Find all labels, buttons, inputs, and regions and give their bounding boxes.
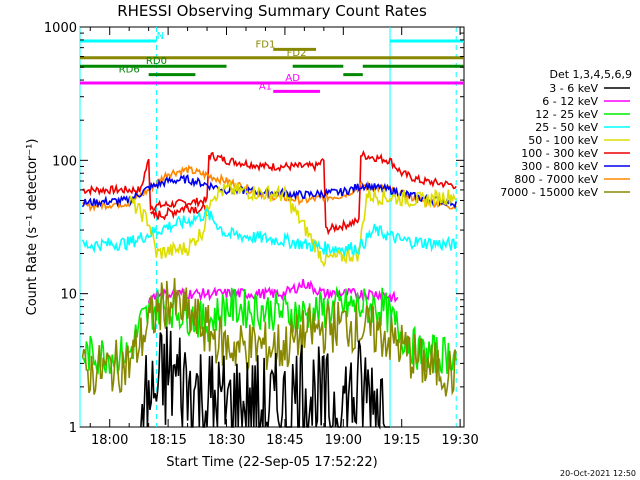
x-tick-label-4: 19:00 — [325, 433, 362, 448]
legend-label-5: 100 - 300 keV — [521, 147, 598, 160]
series-line-25-50-kev — [81, 206, 457, 258]
legend-label-8: 7000 - 15000 keV — [500, 186, 598, 199]
series-line-7000-15000-kev — [81, 278, 457, 397]
series-line-100-300-kev-lower-branch — [149, 203, 208, 221]
x-axis-label: Start Time (22-Sep-05 17:52:22) — [166, 455, 378, 470]
flag-fd1-label: FD1 — [256, 39, 276, 50]
series-line-12-25-kev — [81, 285, 457, 376]
x-tick-label-1: 18:15 — [149, 433, 186, 448]
series-line-50-100-kev — [128, 180, 457, 268]
x-tick-label-0: 18:00 — [91, 433, 128, 448]
y-tick-label-1: 10 — [60, 288, 77, 303]
y-tick-label-3: 1000 — [44, 21, 77, 36]
legend-label-1: 6 - 12 keV — [542, 95, 598, 108]
flag-rd6-label: RD6 — [119, 65, 140, 76]
flag-fd2-label: FD2 — [287, 48, 307, 59]
flag-bars: N FD1 FD2 RD0 RD6 AD A1 — [80, 31, 464, 93]
flag-rd0-label: RD0 — [146, 56, 167, 67]
legend-label-4: 50 - 100 keV — [528, 134, 598, 147]
flag-n-label: N — [157, 31, 164, 42]
legend-label-0: 3 - 6 keV — [549, 82, 598, 95]
x-tick-label-2: 18:30 — [208, 433, 245, 448]
legend-label-3: 25 - 50 keV — [535, 121, 598, 134]
x-tick-label-5: 19:15 — [383, 433, 420, 448]
axes: 1 10 100 1000 18:00 18:15 18:30 18:45 19:00 19:15… — [25, 21, 479, 448]
x-tick-label-3: 18:45 — [266, 433, 303, 448]
chart-title: RHESSI Observing Summary Count Rates — [117, 2, 427, 20]
x-tick-label-6: 19:30 — [441, 433, 478, 448]
y-axis-label: Count Rate (s⁻¹ detector⁻¹) — [25, 139, 40, 316]
flag-ad-label: AD — [285, 73, 300, 84]
legend-label-6: 300 - 800 keV — [521, 160, 598, 173]
legend-title: Det 1,3,4,5,6,9 — [549, 68, 632, 81]
series-line-6-12-kev — [147, 278, 399, 304]
flag-a1-label: A1 — [259, 81, 272, 92]
series-lines — [81, 149, 457, 430]
series-line-100-300-kev — [82, 149, 457, 236]
legend-label-2: 12 - 25 keV — [535, 108, 598, 121]
y-tick-label-2: 100 — [52, 154, 77, 169]
y-tick-label-0: 1 — [69, 421, 77, 436]
timestamp: 20-Oct-2021 12:50 — [560, 469, 636, 478]
legend-label-7: 800 - 7000 keV — [514, 173, 598, 186]
